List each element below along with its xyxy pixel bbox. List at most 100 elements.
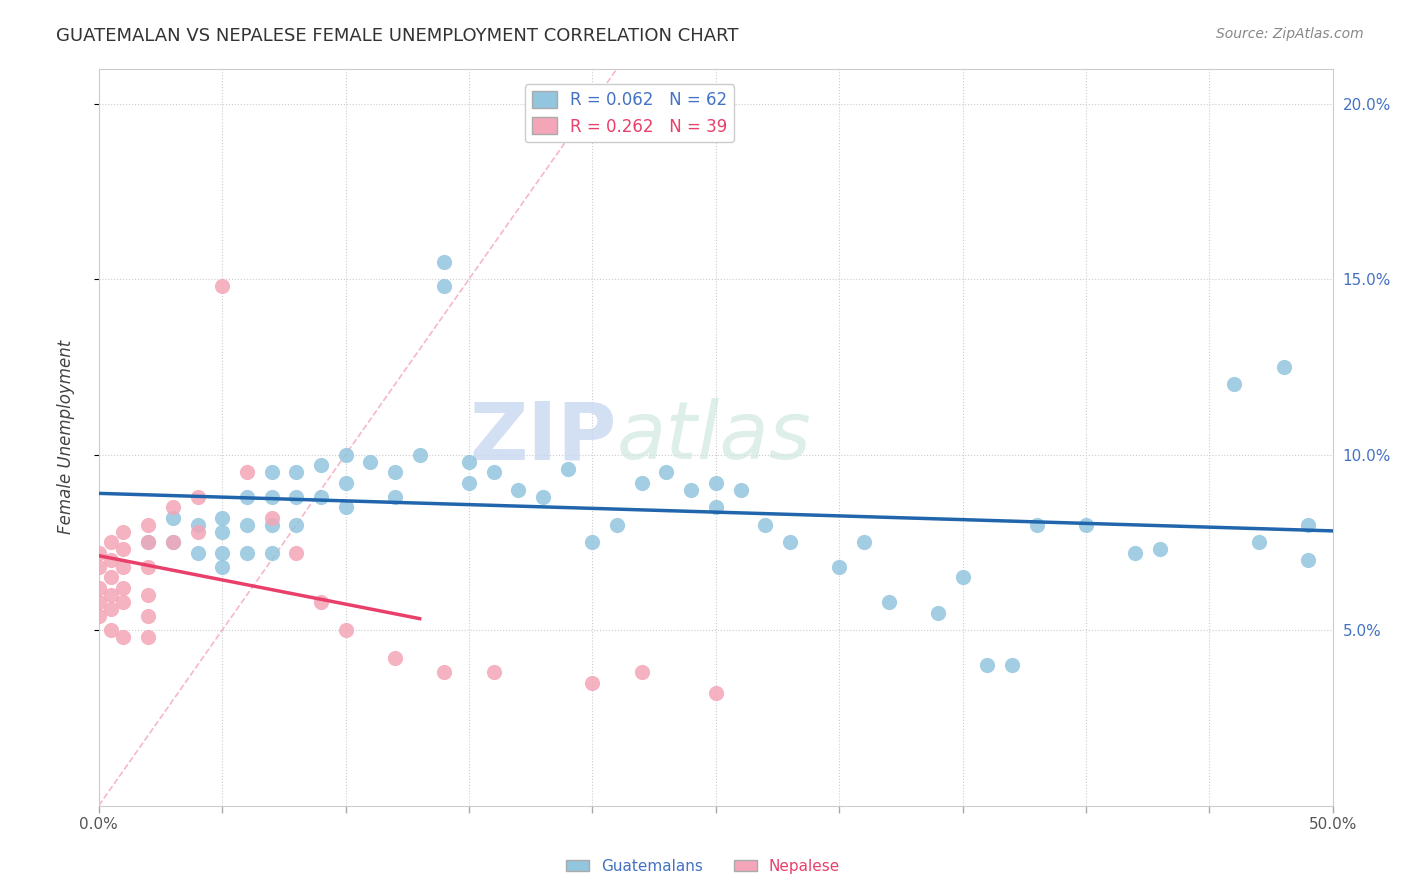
Point — [384, 651, 406, 665]
Point — [704, 475, 727, 490]
Point — [1074, 517, 1097, 532]
Point — [458, 475, 481, 490]
Point — [433, 279, 456, 293]
Point — [112, 524, 135, 539]
Point — [112, 542, 135, 557]
Point — [100, 570, 122, 584]
Point — [100, 553, 122, 567]
Point — [606, 517, 628, 532]
Point — [211, 279, 233, 293]
Point — [309, 490, 332, 504]
Point — [704, 686, 727, 700]
Point — [852, 535, 875, 549]
Point — [877, 595, 900, 609]
Legend: Guatemalans, Nepalese: Guatemalans, Nepalese — [560, 853, 846, 880]
Point — [236, 465, 259, 479]
Point — [87, 581, 110, 595]
Point — [1125, 546, 1147, 560]
Point — [927, 606, 949, 620]
Point — [335, 623, 357, 637]
Point — [408, 448, 430, 462]
Point — [681, 483, 703, 497]
Point — [1296, 553, 1319, 567]
Point — [236, 490, 259, 504]
Point — [186, 517, 208, 532]
Point — [162, 500, 184, 515]
Point — [531, 490, 554, 504]
Point — [433, 254, 456, 268]
Point — [87, 546, 110, 560]
Point — [260, 490, 283, 504]
Point — [162, 535, 184, 549]
Point — [482, 665, 505, 680]
Point — [335, 475, 357, 490]
Point — [557, 461, 579, 475]
Point — [87, 609, 110, 624]
Point — [1296, 517, 1319, 532]
Point — [260, 465, 283, 479]
Point — [136, 609, 159, 624]
Point — [236, 546, 259, 560]
Point — [87, 560, 110, 574]
Point — [1247, 535, 1270, 549]
Point — [211, 560, 233, 574]
Point — [136, 630, 159, 644]
Point — [335, 448, 357, 462]
Point — [482, 465, 505, 479]
Point — [136, 535, 159, 549]
Point — [260, 546, 283, 560]
Point — [976, 658, 998, 673]
Text: GUATEMALAN VS NEPALESE FEMALE UNEMPLOYMENT CORRELATION CHART: GUATEMALAN VS NEPALESE FEMALE UNEMPLOYME… — [56, 27, 738, 45]
Point — [285, 465, 308, 479]
Point — [309, 595, 332, 609]
Text: ZIP: ZIP — [470, 398, 617, 476]
Point — [112, 630, 135, 644]
Point — [211, 510, 233, 524]
Point — [335, 500, 357, 515]
Point — [186, 524, 208, 539]
Point — [100, 602, 122, 616]
Legend: R = 0.062   N = 62, R = 0.262   N = 39: R = 0.062 N = 62, R = 0.262 N = 39 — [524, 84, 734, 142]
Point — [384, 465, 406, 479]
Point — [162, 510, 184, 524]
Point — [828, 560, 851, 574]
Point — [100, 588, 122, 602]
Point — [186, 546, 208, 560]
Point — [1149, 542, 1171, 557]
Point — [1001, 658, 1024, 673]
Point — [581, 535, 603, 549]
Point — [1025, 517, 1047, 532]
Point — [186, 490, 208, 504]
Point — [630, 475, 652, 490]
Point — [1272, 359, 1295, 374]
Point — [211, 524, 233, 539]
Text: atlas: atlas — [617, 398, 811, 476]
Point — [704, 500, 727, 515]
Point — [100, 623, 122, 637]
Point — [779, 535, 801, 549]
Point — [136, 588, 159, 602]
Point — [384, 490, 406, 504]
Point — [581, 675, 603, 690]
Point — [359, 455, 381, 469]
Point — [285, 517, 308, 532]
Y-axis label: Female Unemployment: Female Unemployment — [58, 340, 75, 534]
Point — [508, 483, 530, 497]
Point — [1223, 377, 1246, 392]
Point — [112, 560, 135, 574]
Point — [458, 455, 481, 469]
Point — [112, 581, 135, 595]
Point — [87, 595, 110, 609]
Point — [162, 535, 184, 549]
Point — [285, 490, 308, 504]
Point — [136, 560, 159, 574]
Point — [655, 465, 678, 479]
Point — [260, 510, 283, 524]
Point — [433, 665, 456, 680]
Point — [211, 546, 233, 560]
Point — [754, 517, 776, 532]
Point — [952, 570, 974, 584]
Point — [136, 517, 159, 532]
Point — [630, 665, 652, 680]
Point — [112, 595, 135, 609]
